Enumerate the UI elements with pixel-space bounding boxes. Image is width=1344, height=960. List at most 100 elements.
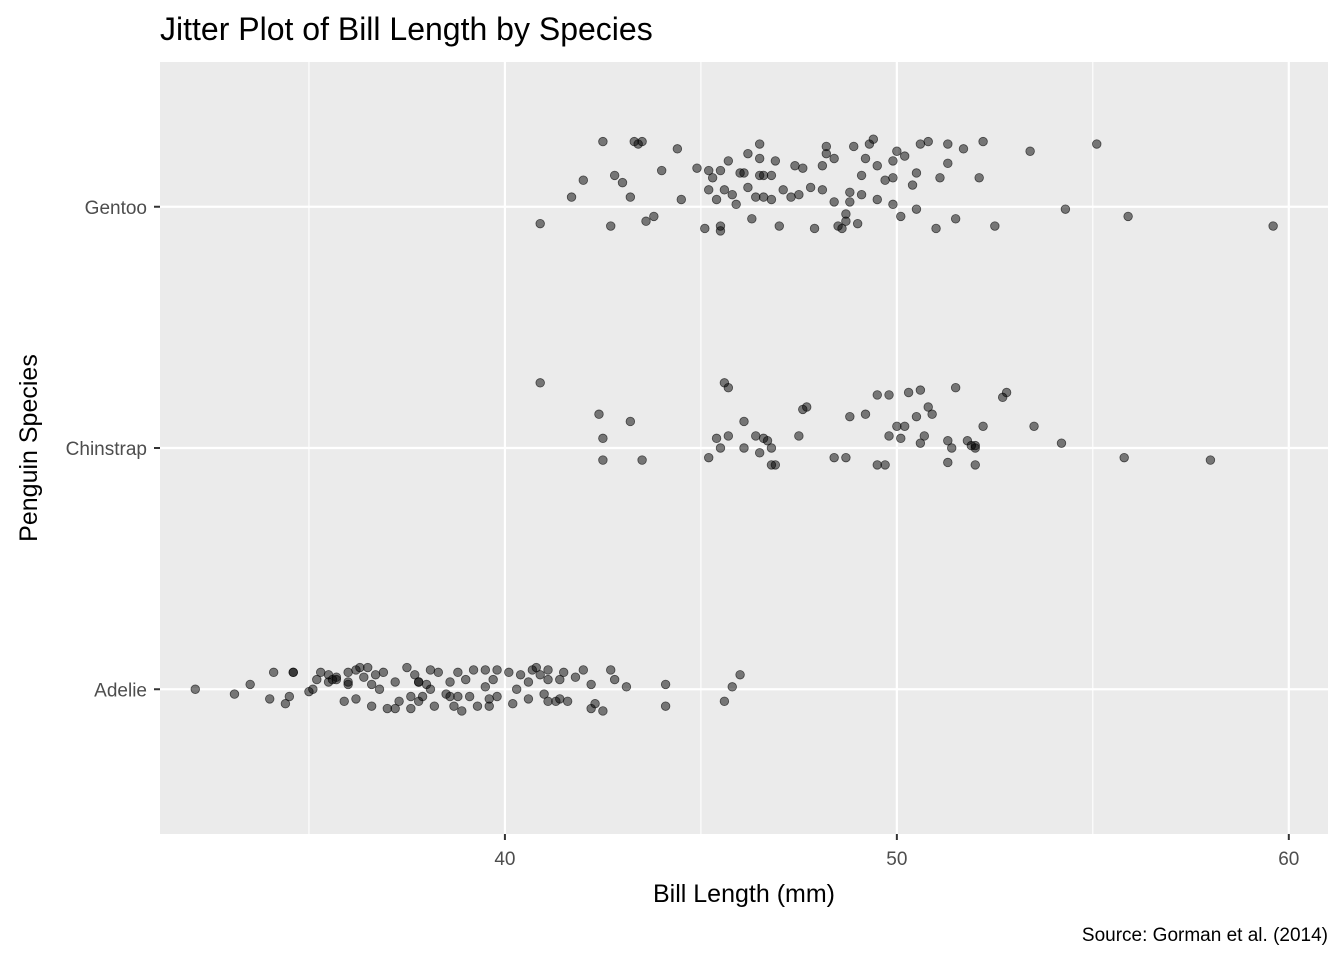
data-point-gentoo [841,209,851,219]
data-point-adelie [453,667,463,678]
data-point-gentoo [974,173,984,183]
data-point-adelie [555,694,565,704]
data-point-chinstrap [911,411,922,422]
data-point-adelie [366,679,377,690]
data-point-adelie [429,701,440,711]
data-point-gentoo [754,153,765,164]
x-axis-title: Bill Length (mm) [653,880,835,908]
data-point-adelie [539,689,549,699]
data-point-chinstrap [751,431,761,441]
data-point-chinstrap [872,460,882,470]
data-point-gentoo [649,211,659,222]
data-point-adelie [265,694,275,704]
data-point-gentoo [707,173,718,183]
data-point-adelie [390,703,400,714]
data-point-gentoo [888,173,898,183]
data-point-adelie [433,667,443,678]
data-point-adelie [457,706,467,716]
data-point-gentoo [786,192,796,202]
data-point-adelie [378,667,389,678]
data-point-chinstrap [970,443,980,453]
data-point-adelie [316,667,326,678]
data-point-chinstrap [896,433,906,444]
data-point-gentoo [743,148,753,159]
data-point-adelie [555,674,565,685]
data-point-gentoo [676,194,686,205]
data-point-gentoo [609,170,620,181]
y-tick-label: Gentoo [85,198,147,219]
x-axis-ticks: 40 50 60 [494,834,1299,870]
data-point-chinstrap [594,409,604,419]
data-point-gentoo [535,218,545,229]
data-point-adelie [535,670,545,680]
source-caption: Source: Gorman et al. (2014) [1082,925,1328,946]
data-point-adelie [370,670,381,680]
data-point-adelie [445,677,455,687]
data-point-adelie [359,672,369,682]
data-point-gentoo [872,161,882,171]
data-point-gentoo [907,180,918,190]
data-point-gentoo [711,194,722,205]
y-axis-ticks: Adelie Chinstrap Gentoo [66,198,160,701]
data-point-adelie [484,701,494,711]
data-point-gentoo [809,223,820,234]
data-point-chinstrap [872,390,882,400]
data-point-gentoo [900,151,910,161]
data-point-gentoo [935,173,945,183]
data-point-gentoo [798,163,808,173]
data-point-chinstrap [900,421,910,431]
data-point-gentoo [715,221,726,231]
data-point-chinstrap [978,421,988,431]
data-point-gentoo [1123,211,1133,222]
data-point-chinstrap [892,421,902,431]
data-point-gentoo [672,144,683,154]
data-point-adelie [570,672,581,682]
data-point-adelie [425,665,436,675]
data-point-gentoo [888,199,898,210]
data-point-chinstrap [860,409,871,419]
data-point-gentoo [700,223,710,234]
data-point-adelie [417,691,428,702]
data-point-chinstrap [947,443,957,453]
data-point-gentoo [578,175,589,185]
data-point-chinstrap [754,448,765,458]
data-point-gentoo [766,194,777,205]
data-point-adelie [312,674,322,685]
data-point-adelie [543,674,553,685]
data-point-chinstrap [880,460,890,470]
data-point-adelie [492,691,502,702]
chart-title: Jitter Plot of Bill Length by Species [160,11,653,47]
data-point-gentoo [778,185,788,195]
data-point-gentoo [794,189,804,200]
data-point-gentoo [958,144,969,154]
data-point-adelie [366,701,377,711]
data-point-adelie [727,682,737,692]
data-point-chinstrap [829,452,839,463]
data-point-gentoo [845,197,855,207]
data-point-gentoo [817,185,828,195]
data-point-gentoo [566,192,577,202]
data-point-gentoo [892,146,902,156]
data-point-adelie [339,696,349,707]
data-point-adelie [288,667,298,678]
data-point-gentoo [911,168,922,178]
x-tick-label: 40 [494,849,515,870]
data-point-adelie [543,665,553,675]
data-point-adelie [586,679,596,690]
y-tick-label: Adelie [94,680,147,701]
data-point-gentoo [978,136,988,147]
data-point-gentoo [774,221,784,231]
data-point-adelie [511,684,522,694]
data-point-adelie [492,665,502,675]
data-point-gentoo [1268,221,1278,231]
data-point-adelie [472,701,483,711]
data-point-adelie [543,696,553,707]
data-point-gentoo [766,170,777,181]
data-point-chinstrap [1205,455,1216,465]
data-point-gentoo [617,177,628,188]
data-point-adelie [382,703,393,714]
data-point-chinstrap [802,402,812,412]
data-point-gentoo [911,204,922,214]
data-point-chinstrap [598,433,608,444]
